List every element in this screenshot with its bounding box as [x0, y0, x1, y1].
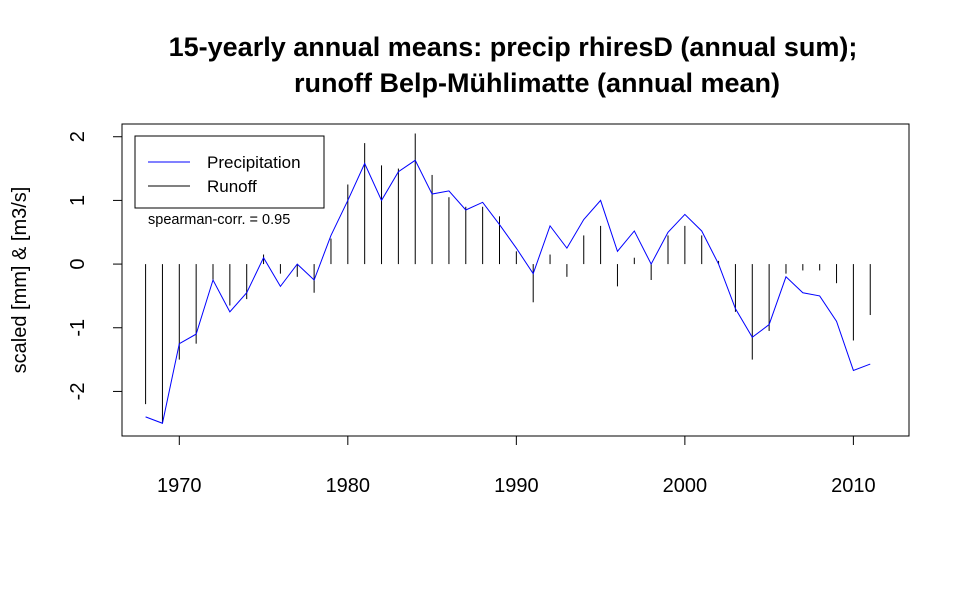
x-tick-label: 2010 — [831, 475, 876, 497]
y-tick-label: -1 — [67, 319, 89, 337]
y-tick-label: 2 — [67, 131, 89, 142]
x-tick-label: 1980 — [326, 475, 371, 497]
legend-precipitation-label: Precipitation — [207, 153, 301, 172]
y-tick-label: -2 — [67, 383, 89, 401]
y-axis: -2 -1 0 1 2 — [67, 131, 123, 401]
y-tick-label: 1 — [67, 195, 89, 206]
x-tick-label: 2000 — [663, 475, 708, 497]
chart-title-line2: runoff Belp-Mühlimatte (annual mean) — [294, 68, 780, 98]
x-axis: 1970 1980 1990 2000 2010 — [157, 435, 876, 497]
chart-title-line1: 15-yearly annual means: precip rhiresD (… — [169, 32, 858, 62]
legend: Precipitation Runoff — [134, 135, 325, 209]
y-axis-label: scaled [mm] & [m3/s] — [9, 187, 31, 374]
y-tick-label: 0 — [67, 259, 89, 270]
precipitation-series-line — [145, 159, 871, 424]
correlation-annotation: spearman-corr. = 0.95 — [148, 212, 290, 228]
x-tick-label: 1990 — [494, 475, 539, 497]
legend-box — [134, 135, 325, 209]
x-tick-label: 1970 — [157, 475, 202, 497]
legend-runoff-label: Runoff — [207, 177, 257, 196]
